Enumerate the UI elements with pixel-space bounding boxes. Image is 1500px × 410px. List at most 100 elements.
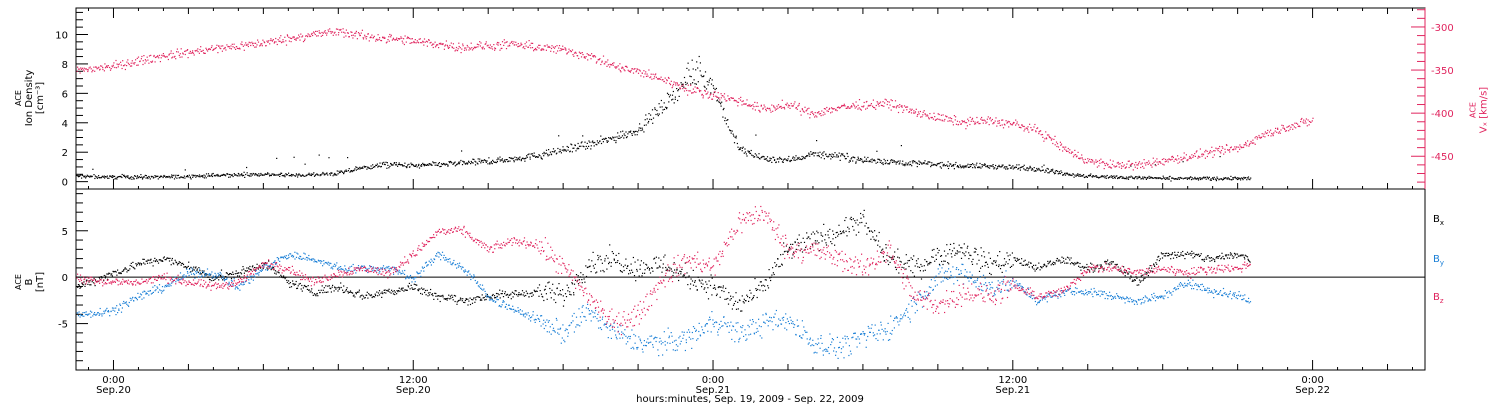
data-point [1197, 177, 1199, 179]
data-point [1002, 164, 1004, 166]
data-point [787, 160, 789, 162]
data-point [636, 70, 638, 72]
data-point [386, 41, 388, 43]
data-point [800, 241, 802, 244]
data-point [96, 313, 98, 315]
data-point [390, 34, 392, 36]
data-point [757, 288, 759, 291]
data-point [198, 273, 200, 275]
data-point [1276, 131, 1278, 133]
data-point [229, 273, 231, 275]
data-point [212, 172, 214, 175]
data-point [721, 101, 723, 103]
data-point [576, 280, 578, 282]
data-point [598, 59, 600, 61]
data-point [981, 119, 983, 121]
data-point [581, 141, 583, 143]
data-point [476, 43, 478, 45]
data-point [794, 101, 796, 103]
data-point [394, 293, 396, 296]
data-point [631, 134, 633, 136]
data-point [157, 175, 159, 177]
data-point [168, 53, 170, 55]
data-point [207, 173, 210, 175]
data-point [167, 58, 169, 61]
data-point [970, 254, 972, 257]
data-point [679, 87, 681, 89]
data-point [302, 175, 305, 177]
data-point [567, 149, 569, 151]
data-point [1179, 176, 1181, 179]
data-point [757, 105, 759, 107]
data-point [122, 302, 124, 305]
data-point [345, 169, 347, 171]
data-point [380, 39, 382, 42]
data-point [208, 48, 210, 50]
data-point [529, 44, 531, 46]
data-point [454, 50, 456, 52]
data-point [967, 245, 969, 247]
data-point [653, 76, 656, 78]
data-point [347, 292, 349, 294]
data-point [733, 142, 736, 144]
data-point [964, 255, 966, 257]
data-point [910, 112, 913, 114]
data-point [430, 163, 432, 165]
data-point [308, 172, 310, 174]
data-point [634, 68, 636, 70]
data-point [588, 259, 590, 261]
data-point [199, 49, 201, 51]
data-point [823, 151, 825, 153]
data-point [529, 156, 531, 158]
data-point [1134, 164, 1136, 166]
data-point [619, 270, 621, 272]
data-point [860, 158, 862, 160]
data-point [376, 163, 378, 165]
data-point [224, 47, 226, 49]
data-point [924, 259, 926, 261]
data-point [963, 120, 965, 123]
data-point [734, 136, 736, 138]
data-point [943, 250, 946, 252]
data-point [198, 52, 200, 54]
data-point [1063, 260, 1065, 262]
data-point [940, 255, 942, 257]
data-point [451, 47, 453, 49]
data-point [227, 45, 229, 48]
data-point [223, 48, 225, 50]
data-point [716, 293, 718, 295]
data-point [737, 301, 739, 303]
data-point [377, 166, 379, 168]
data-point [1247, 140, 1249, 142]
data-point [952, 124, 954, 126]
data-point [433, 43, 435, 45]
data-point [328, 157, 330, 159]
data-point [1251, 142, 1254, 144]
data-point [327, 291, 329, 293]
data-point [701, 93, 703, 95]
data-point [160, 290, 162, 292]
data-point [156, 260, 159, 262]
data-point [1164, 252, 1166, 255]
data-point [851, 105, 853, 107]
data-point [1235, 253, 1237, 255]
data-point [1127, 177, 1129, 179]
data-point [835, 156, 837, 158]
data-point [120, 272, 122, 274]
data-point [221, 50, 223, 52]
data-point [572, 147, 574, 149]
data-point [250, 269, 252, 271]
data-point [525, 294, 527, 297]
data-point [700, 74, 702, 76]
data-point [1224, 254, 1227, 256]
data-point [949, 120, 951, 122]
data-point [1100, 264, 1102, 266]
data-point [213, 48, 215, 50]
data-point [984, 163, 986, 165]
data-point [780, 254, 782, 256]
data-point [940, 167, 942, 169]
data-point [425, 294, 427, 296]
data-point [139, 176, 141, 179]
data-point [79, 175, 81, 177]
data-point [1171, 252, 1174, 254]
